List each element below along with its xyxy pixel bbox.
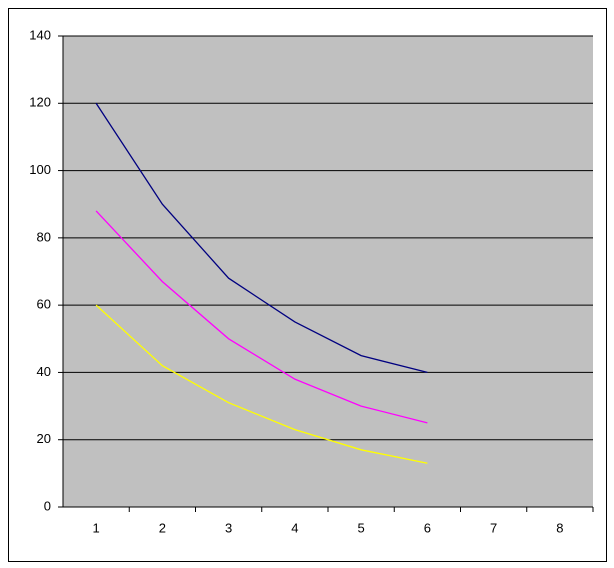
x-tick-label: 6: [424, 520, 431, 535]
x-tick-label: 5: [358, 520, 365, 535]
x-tick-label: 2: [159, 520, 166, 535]
x-tick-label: 3: [225, 520, 232, 535]
series-line: [95, 304, 428, 464]
y-tick-label: 60: [37, 297, 51, 312]
y-tick-label: 140: [29, 27, 51, 42]
y-tick-label: 100: [29, 162, 51, 177]
x-tick-label: 4: [291, 520, 298, 535]
plot-area: [63, 36, 593, 507]
series-line: [95, 102, 428, 374]
series-line: [95, 210, 428, 424]
x-tick-label: 8: [556, 520, 563, 535]
y-tick-label: 0: [44, 498, 51, 513]
x-tick-label: 7: [490, 520, 497, 535]
x-tick-label: 1: [93, 520, 100, 535]
y-tick-label: 20: [37, 431, 51, 446]
y-tick-label: 40: [37, 364, 51, 379]
y-tick-label: 120: [29, 95, 51, 110]
y-tick-label: 80: [37, 229, 51, 244]
